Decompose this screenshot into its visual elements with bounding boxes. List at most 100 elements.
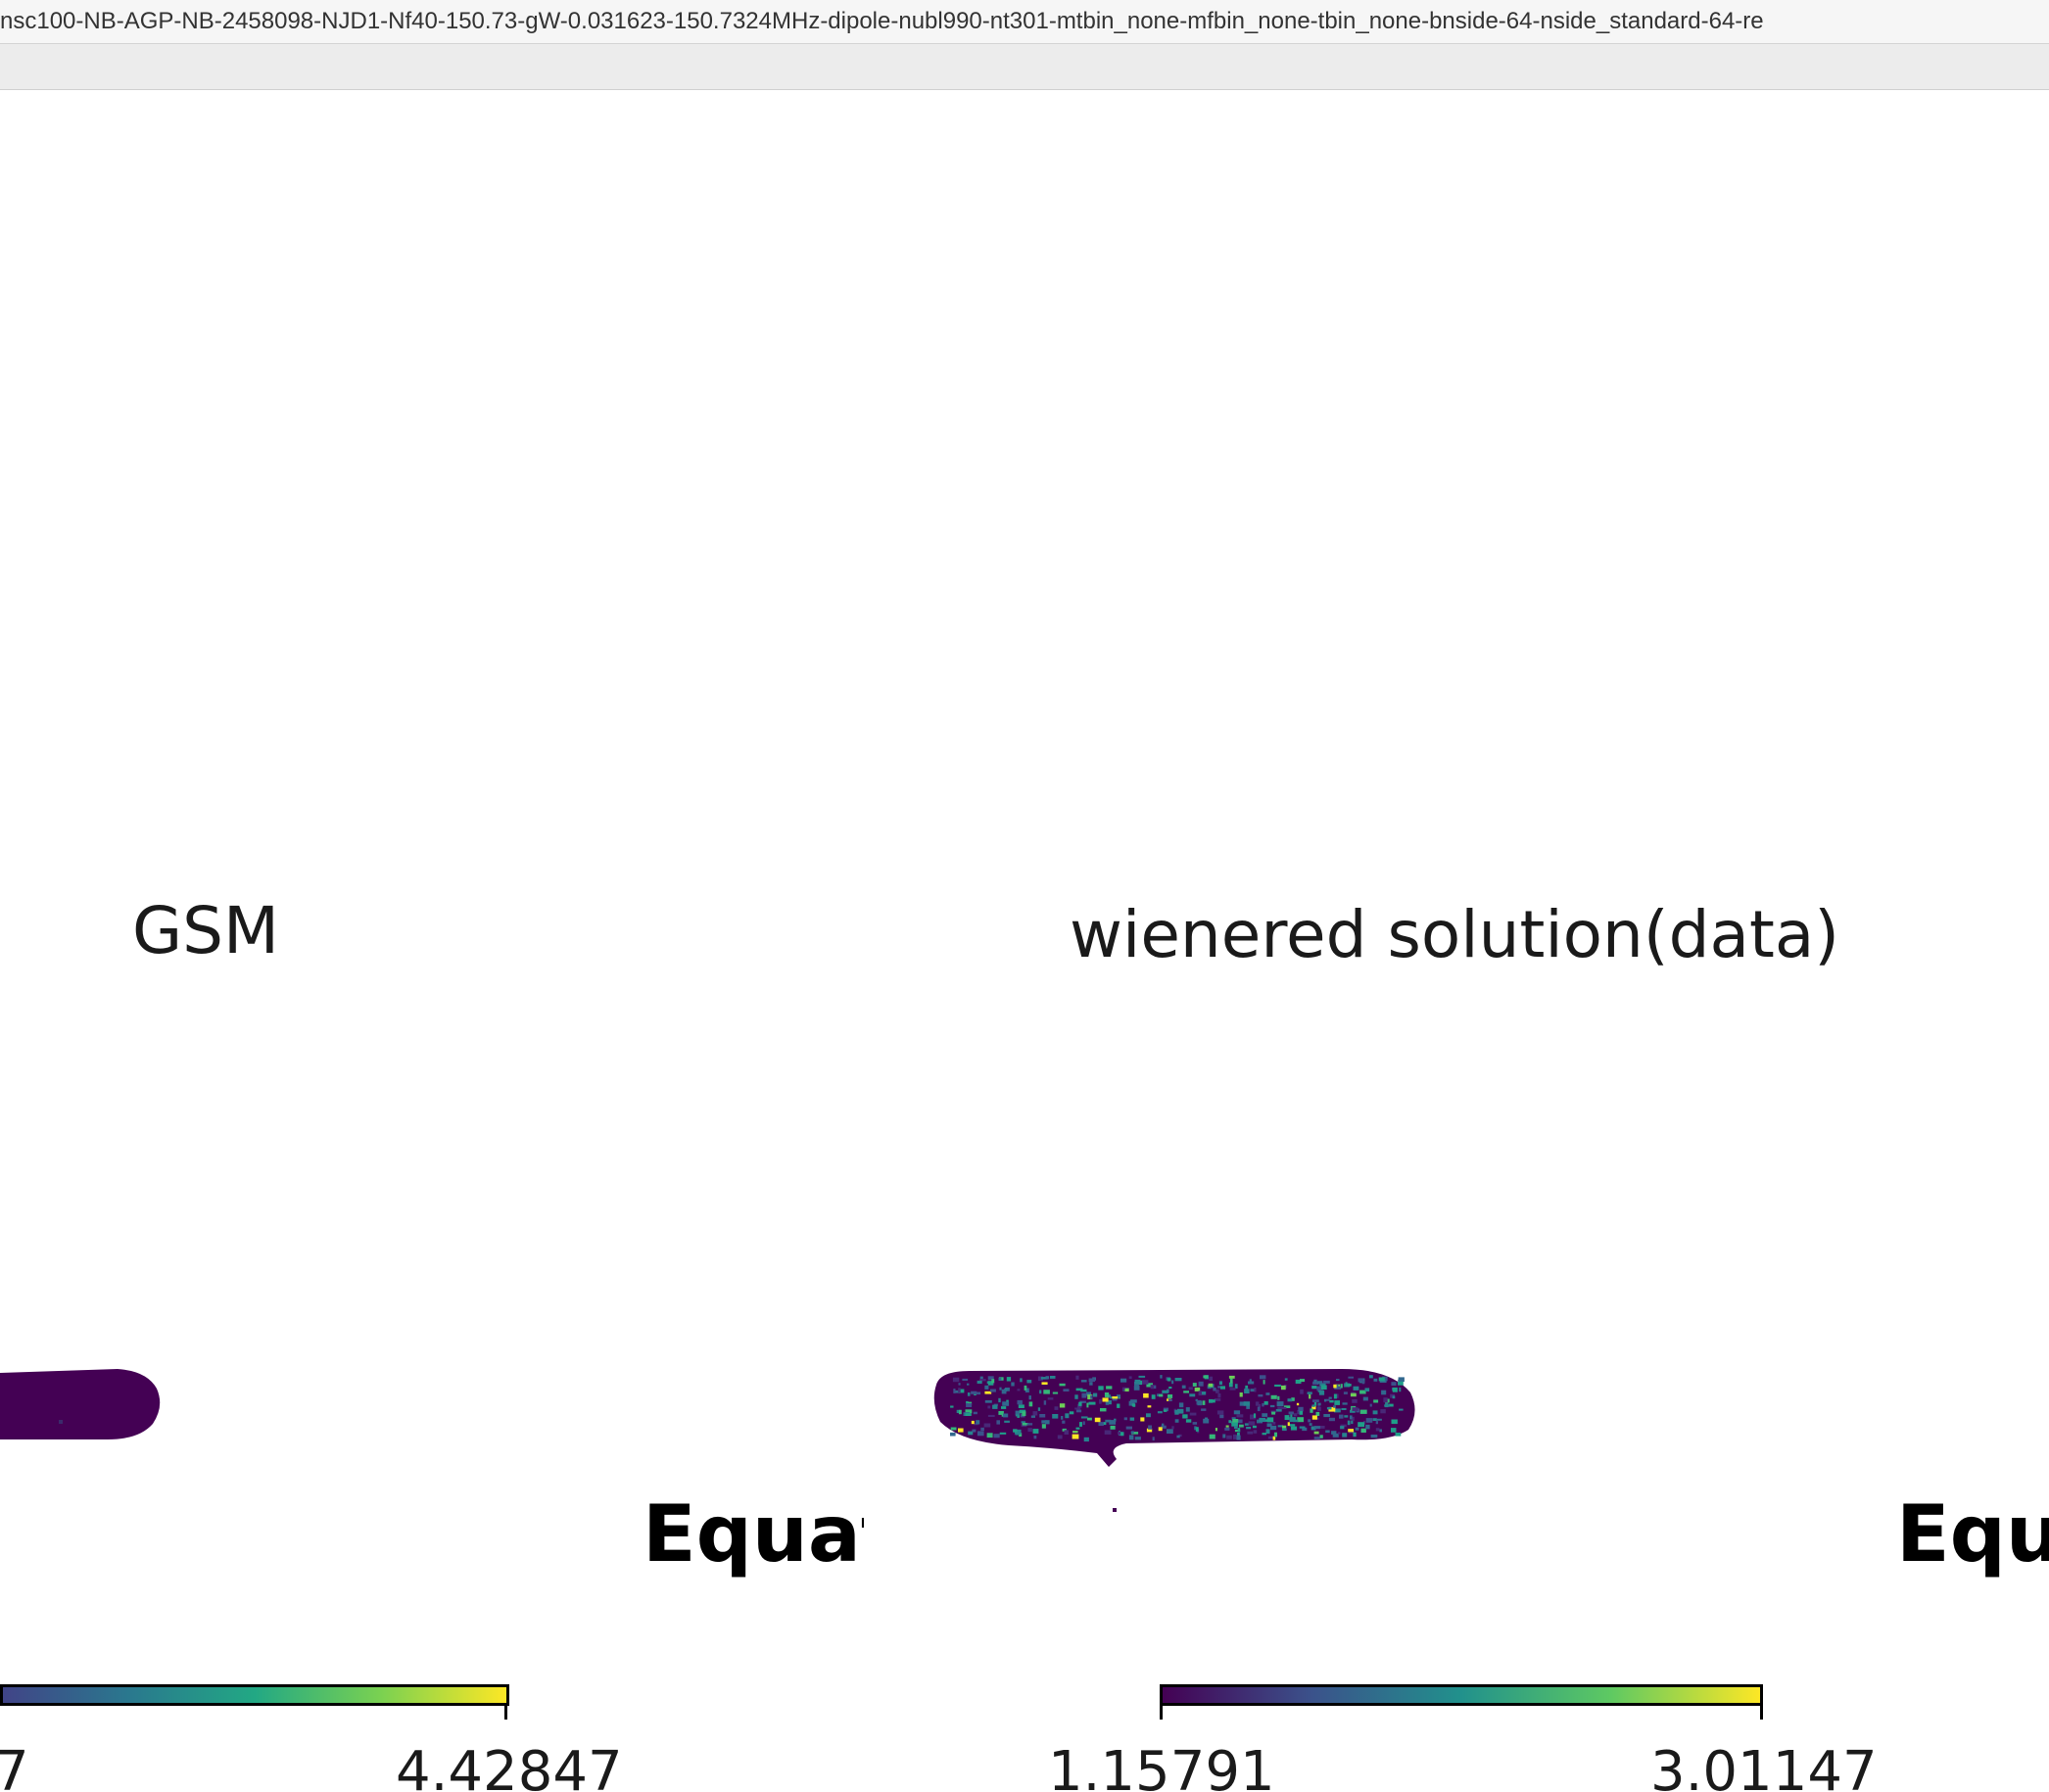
speckle-pixel	[1332, 1433, 1339, 1438]
speckle-pixel	[1308, 1419, 1311, 1423]
speckle-pixel	[1249, 1379, 1252, 1382]
speckle-pixel	[1348, 1431, 1355, 1434]
speckle-pixel	[1365, 1424, 1370, 1430]
speckle-pixel	[1202, 1400, 1206, 1405]
speckle-pixel	[1287, 1422, 1290, 1427]
speckle-pixel	[1263, 1380, 1265, 1385]
speckle-pixel	[1214, 1398, 1221, 1401]
speckle-pixel	[1277, 1425, 1283, 1428]
speckle-pixel	[1158, 1427, 1163, 1432]
speckle-pixel	[1133, 1386, 1140, 1391]
speckle-pixel	[1228, 1420, 1232, 1424]
speckle-pixel	[1310, 1408, 1313, 1413]
speckle-pixel	[1266, 1417, 1274, 1423]
speckle-pixel	[1226, 1435, 1232, 1439]
speckle-pixel	[1162, 1390, 1168, 1393]
speckle-pixel	[1379, 1429, 1382, 1433]
speckle-pixel	[1216, 1410, 1224, 1415]
speckle-pixel	[1288, 1411, 1294, 1415]
speckle-pixel	[1194, 1387, 1201, 1391]
speckle-pixel	[1296, 1402, 1300, 1406]
speckle-pixel	[1236, 1435, 1241, 1440]
speckle-pixel	[1082, 1421, 1085, 1426]
speckle-pixel	[1246, 1405, 1250, 1409]
speckle-pixel	[1319, 1435, 1323, 1438]
speckle-pixel	[1163, 1409, 1167, 1412]
speckle-pixel	[1057, 1435, 1063, 1439]
speckle-pixel	[1259, 1417, 1266, 1423]
speckle-pixel	[1325, 1398, 1330, 1401]
speckle-pixel	[1275, 1409, 1282, 1412]
speckle-pixel	[1319, 1383, 1326, 1387]
speckle-pixel	[1104, 1430, 1112, 1435]
speckle-pixel	[1245, 1385, 1249, 1391]
speckle-pixel	[996, 1420, 1000, 1425]
speckle-pixel	[965, 1413, 972, 1416]
speckle-pixel	[1072, 1431, 1078, 1434]
speckle-pixel	[1039, 1414, 1046, 1418]
speckle-pixel	[1080, 1416, 1088, 1419]
speckle-pixel	[1312, 1399, 1319, 1402]
speckle-pixel	[1323, 1414, 1330, 1418]
speckle-pixel	[1015, 1410, 1020, 1415]
speckle-pixel	[1319, 1426, 1325, 1429]
speckle-pixel	[1337, 1432, 1341, 1435]
speckle-pixel	[1028, 1401, 1033, 1407]
colorbar-gsm	[0, 1684, 509, 1706]
speckle-pixel	[1022, 1411, 1026, 1416]
speckle-pixel	[1041, 1382, 1048, 1385]
speckle-pixel	[1215, 1428, 1217, 1432]
speckle-pixel	[1032, 1429, 1039, 1434]
speckle-pixel	[966, 1400, 969, 1404]
speckle-pixel	[1399, 1408, 1404, 1411]
speckle-pixel	[979, 1379, 986, 1382]
speckle-pixel	[968, 1431, 974, 1436]
speckle-pixel	[1311, 1415, 1317, 1420]
colorbar-min-label-wienered: 1.15791	[1048, 1740, 1275, 1792]
speckle-pixel	[1148, 1425, 1152, 1430]
speckle-pixel	[1341, 1408, 1347, 1410]
speckle-pixel	[984, 1400, 992, 1403]
speckle-pixel	[1334, 1400, 1340, 1405]
speckle-pixel	[1350, 1392, 1357, 1397]
speckle-pixel	[1014, 1429, 1022, 1435]
window-title: nsc100-NB-AGP-NB-2458098-NJD1-Nf40-150.7…	[0, 8, 1764, 34]
speckle-pixel	[1399, 1387, 1402, 1392]
speckle-pixel	[1218, 1381, 1222, 1386]
speckle-pixel	[1017, 1399, 1023, 1405]
speckle-pixel	[1283, 1405, 1291, 1408]
speckle-pixel	[1392, 1395, 1396, 1399]
speckle-pixel	[1248, 1421, 1256, 1426]
speckle-pixel	[1390, 1393, 1395, 1398]
speckle-pixel	[1017, 1389, 1021, 1391]
speckle-pixel	[959, 1389, 965, 1393]
speckle-pixel	[1027, 1428, 1032, 1433]
speckle-pixel	[1130, 1431, 1134, 1435]
speckle-pixel	[1079, 1400, 1086, 1403]
speckle-pixel	[1171, 1426, 1174, 1430]
speckle-pixel	[1391, 1419, 1398, 1425]
speckle-pixel	[1299, 1410, 1304, 1415]
speckle-pixel	[1222, 1434, 1226, 1438]
speckle-pixel	[1192, 1422, 1198, 1425]
speckle-pixel	[1098, 1386, 1104, 1391]
speckle-pixel	[1359, 1390, 1366, 1394]
speckle-pixel	[1128, 1400, 1135, 1406]
speckle-pixel	[1197, 1400, 1203, 1406]
wienered-map-speckle	[950, 1375, 1405, 1442]
speckle-pixel	[1001, 1389, 1007, 1394]
speckle-pixel	[1359, 1409, 1367, 1414]
speckle-pixel	[1052, 1391, 1059, 1394]
speckle-pixel	[1198, 1391, 1202, 1396]
speckle-pixel	[1343, 1391, 1348, 1394]
speckle-pixel	[1331, 1431, 1337, 1435]
speckle-pixel	[1312, 1381, 1319, 1385]
speckle-pixel	[1328, 1396, 1332, 1399]
speckle-pixel	[1090, 1394, 1093, 1399]
speckle-pixel	[1284, 1415, 1290, 1420]
speckle-pixel	[1041, 1420, 1047, 1424]
speckle-pixel	[1352, 1399, 1358, 1403]
speckle-pixel	[1260, 1375, 1266, 1380]
speckle-pixel	[1086, 1391, 1091, 1396]
speckle-pixel	[1378, 1377, 1385, 1382]
